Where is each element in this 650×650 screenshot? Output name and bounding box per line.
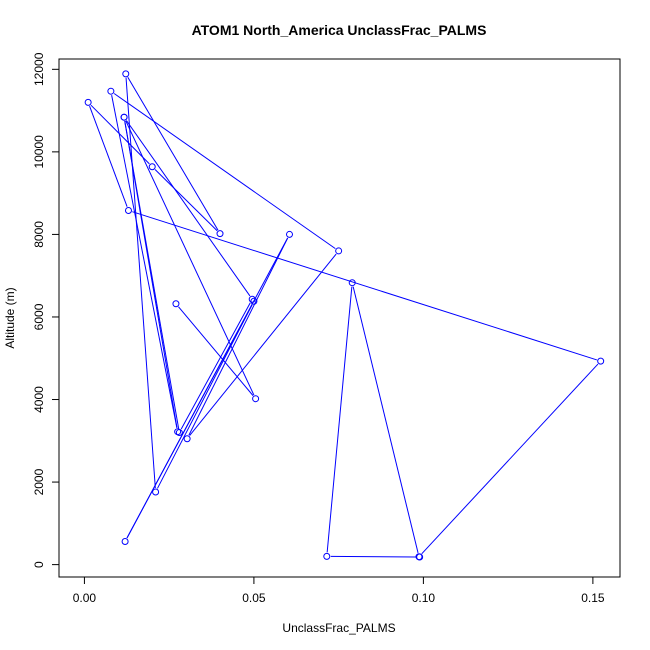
series-lines bbox=[89, 77, 599, 558]
series-segment bbox=[125, 77, 156, 489]
x-tick-label: 0.00 bbox=[73, 591, 97, 605]
series-segment bbox=[421, 363, 599, 555]
data-point bbox=[121, 538, 129, 546]
series-segment bbox=[352, 286, 419, 554]
y-tick-label: 0 bbox=[32, 561, 46, 568]
series-segment bbox=[89, 105, 128, 207]
data-point bbox=[172, 300, 180, 308]
data-point bbox=[252, 395, 260, 403]
y-axis-label: Altitude (m) bbox=[3, 287, 17, 348]
data-point bbox=[335, 247, 343, 255]
series-segment bbox=[180, 302, 251, 430]
x-tick-label: 0.05 bbox=[242, 591, 266, 605]
series-segment bbox=[330, 555, 416, 558]
series-segment bbox=[127, 77, 219, 231]
series-segment bbox=[125, 120, 255, 396]
x-tick-label: 0.10 bbox=[412, 591, 436, 605]
y-tick-label: 12000 bbox=[32, 52, 46, 86]
x-axis-label: UnclassFrac_PALMS bbox=[282, 621, 395, 635]
data-point bbox=[597, 357, 605, 365]
series-segment bbox=[111, 95, 178, 428]
data-point bbox=[175, 429, 183, 437]
y-tick-label: 10000 bbox=[32, 135, 46, 169]
data-point bbox=[415, 553, 423, 561]
data-point bbox=[286, 230, 294, 238]
x-axis: 0.00 0.05 0.10 0.15 bbox=[73, 576, 605, 605]
data-point bbox=[216, 230, 224, 238]
y-tick-label: 4000 bbox=[32, 386, 46, 413]
data-point bbox=[248, 295, 256, 303]
series-segment bbox=[113, 93, 336, 250]
series-segment bbox=[126, 237, 289, 539]
series-segment bbox=[188, 237, 289, 436]
y-tick-label: 2000 bbox=[32, 468, 46, 495]
series-points bbox=[84, 70, 605, 561]
y-tick-label: 6000 bbox=[32, 303, 46, 330]
series-segment bbox=[132, 211, 598, 361]
data-point bbox=[120, 113, 128, 121]
data-point bbox=[107, 87, 115, 95]
data-point bbox=[348, 279, 356, 287]
x-tick-label: 0.15 bbox=[581, 591, 605, 605]
y-axis: 0 2000 4000 6000 8000 10000 12000 bbox=[32, 52, 60, 568]
data-point bbox=[124, 206, 132, 214]
series-segment bbox=[90, 104, 150, 165]
series-segment bbox=[156, 304, 253, 489]
data-point bbox=[183, 435, 191, 443]
series-segment bbox=[125, 120, 251, 297]
data-point bbox=[84, 98, 92, 106]
series-segment bbox=[154, 169, 218, 232]
series-segment bbox=[326, 286, 353, 553]
data-point bbox=[148, 163, 156, 171]
chart-title: ATOM1 North_America UnclassFrac_PALMS bbox=[192, 22, 487, 38]
data-point bbox=[323, 552, 331, 560]
data-point bbox=[122, 70, 130, 78]
y-tick-label: 8000 bbox=[32, 221, 46, 248]
series-segment bbox=[189, 253, 337, 436]
data-point bbox=[250, 297, 258, 305]
series-segment bbox=[178, 306, 254, 396]
data-point bbox=[152, 488, 160, 496]
series-segment bbox=[124, 121, 180, 429]
